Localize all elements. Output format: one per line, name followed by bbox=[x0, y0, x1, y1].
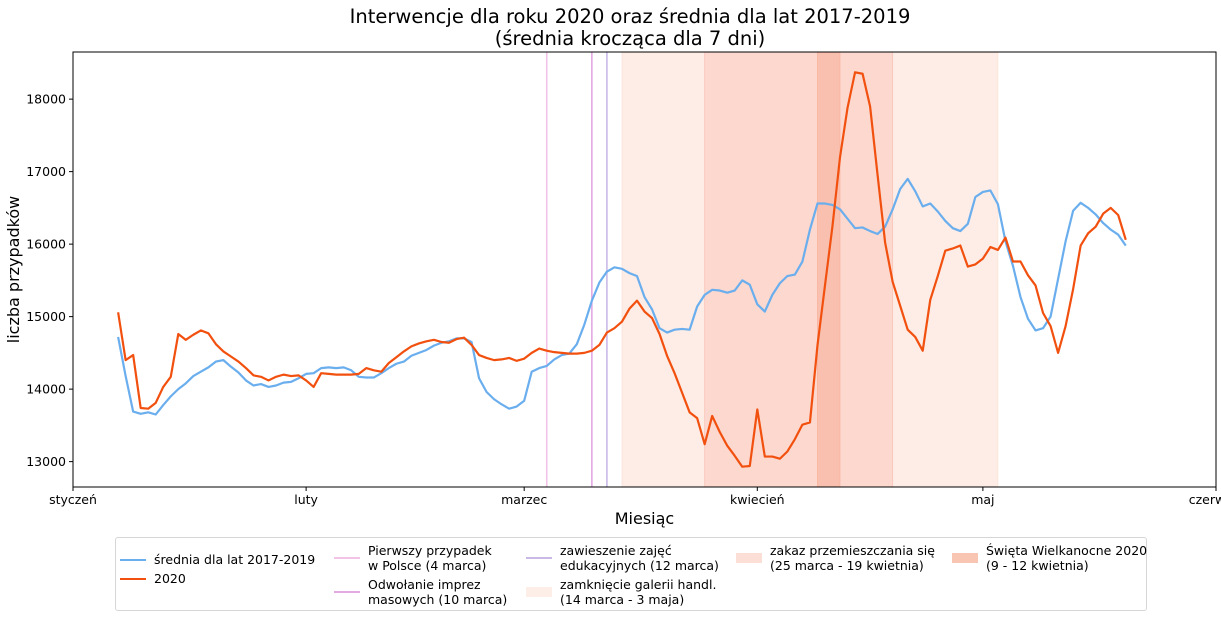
legend-label-first-case: Pierwszy przypadek w Polsce (4 marca) bbox=[368, 543, 492, 573]
legend-label-schools: zawieszenie zajęć edukacyjnych (12 marca… bbox=[560, 543, 719, 573]
legend-swatch-movement-ban bbox=[736, 553, 762, 563]
legend-swatch-malls bbox=[526, 587, 552, 597]
legend-swatch-schools bbox=[526, 557, 552, 559]
legend-entry-movement-ban: zakaz przemieszczania się (25 marca - 19… bbox=[736, 543, 935, 603]
x-tick-label: kwiecień bbox=[730, 492, 785, 507]
legend-label-movement-ban: zakaz przemieszczania się (25 marca - 19… bbox=[770, 543, 935, 573]
legend-label-avg: średnia dla lat 2017-2019 bbox=[154, 552, 316, 567]
y-axis-ticks: 13000 14000 15000 16000 17000 18000 bbox=[26, 92, 73, 469]
chart-title-line: Interwencje dla roku 2020 oraz średnia d… bbox=[350, 5, 911, 28]
legend-label-easter: Święta Wielkanocne 2020 (9 - 12 kwietnia… bbox=[986, 543, 1148, 573]
legend-label-mass-events: Odwołanie imprez masowych (10 marca) bbox=[368, 577, 508, 607]
y-tick-label: 18000 bbox=[26, 92, 66, 107]
x-tick-label: marzec bbox=[501, 492, 547, 507]
x-tick-label: styczeń bbox=[49, 492, 97, 507]
legend-swatch-avg bbox=[120, 559, 146, 561]
chart-title: Interwencje dla roku 2020 oraz średnia d… bbox=[350, 5, 911, 50]
legend-entry-malls: zamknięcie galerii handl. (14 marca - 3 … bbox=[526, 577, 716, 637]
legend: średnia dla lat 2017-2019 2020 Pierwszy … bbox=[115, 537, 1147, 611]
legend-label-2020: 2020 bbox=[154, 571, 186, 586]
plot-frame bbox=[72, 51, 1217, 488]
legend-swatch-easter bbox=[952, 553, 978, 563]
series-line-0 bbox=[117, 177, 1127, 416]
legend-swatch-mass-events bbox=[334, 591, 360, 593]
legend-entry-first-case: Pierwszy przypadek w Polsce (4 marca) bbox=[334, 543, 492, 603]
event-spans bbox=[621, 51, 999, 488]
legend-entry-mass-events: Odwołanie imprez masowych (10 marca) bbox=[334, 577, 507, 637]
x-axis-label: Miesiąc bbox=[615, 509, 674, 528]
series-line-1 bbox=[117, 71, 1127, 468]
x-tick-label: czerwiec bbox=[1189, 492, 1221, 507]
chart-svg: Interwencje dla roku 2020 oraz średnia d… bbox=[4, 5, 1221, 528]
x-tick-label: maj bbox=[971, 492, 994, 507]
y-tick-label: 17000 bbox=[26, 164, 66, 179]
x-tick-label: luty bbox=[294, 492, 318, 507]
event-span-5 bbox=[817, 51, 841, 488]
legend-entry-schools: zawieszenie zajęć edukacyjnych (12 marca… bbox=[526, 543, 719, 603]
legend-entry-2020: 2020 bbox=[120, 571, 186, 631]
legend-entry-avg: średnia dla lat 2017-2019 bbox=[120, 552, 315, 612]
legend-label-malls: zamknięcie galerii handl. (14 marca - 3 … bbox=[560, 577, 717, 607]
y-tick-label: 16000 bbox=[26, 237, 66, 252]
legend-swatch-first-case bbox=[334, 557, 360, 559]
legend-entry-easter: Święta Wielkanocne 2020 (9 - 12 kwietnia… bbox=[952, 543, 1147, 603]
event-lines bbox=[545, 52, 608, 487]
legend-swatch-2020 bbox=[120, 578, 146, 580]
x-axis-ticks: styczeń luty marzec kwiecień maj czerwiec bbox=[49, 487, 1221, 507]
y-tick-label: 15000 bbox=[26, 309, 66, 324]
chart-title-line: (średnia krocząca dla 7 dni) bbox=[495, 27, 766, 50]
y-tick-label: 14000 bbox=[26, 382, 66, 397]
y-tick-label: 13000 bbox=[26, 454, 66, 469]
series-lines bbox=[117, 71, 1127, 468]
y-axis-label: liczba przypadków bbox=[4, 196, 23, 343]
